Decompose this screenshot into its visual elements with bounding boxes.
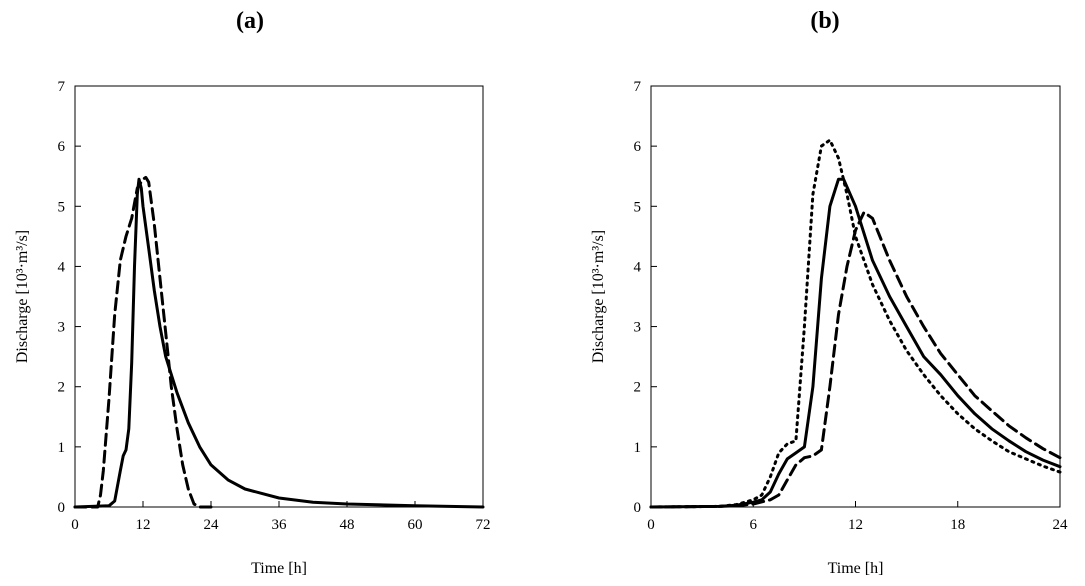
x-tick-label-a: 24 [204, 517, 220, 533]
y-tick-label-b: 3 [634, 320, 642, 336]
y-axis-label-b: Discharge [10³·m³/s] [590, 230, 607, 363]
y-tick-label-b: 6 [634, 139, 642, 155]
x-tick-label-a: 0 [71, 517, 79, 533]
series-solid-a [73, 177, 485, 509]
panel-b-title: (b) [810, 8, 840, 34]
plot-frame-a [74, 85, 484, 508]
x-tick-label-a: 60 [408, 517, 423, 533]
x-tick-label-b: 6 [750, 517, 758, 533]
y-tick-label-a: 0 [58, 500, 66, 516]
x-axis-label-b: Time [h] [828, 560, 884, 577]
y-axis-label-a: Discharge [10³·m³/s] [14, 230, 31, 363]
y-tick-label-a: 4 [58, 259, 66, 275]
x-tick-label-b: 18 [950, 517, 965, 533]
series-dashed-a [73, 175, 213, 509]
y-tick-label-b: 1 [634, 440, 642, 456]
y-tick-label-b: 0 [634, 500, 642, 516]
y-tick-label-b: 5 [634, 199, 642, 215]
series-solid-b [649, 177, 1062, 509]
x-tick-label-b: 24 [1053, 517, 1069, 533]
x-axis-label-a: Time [h] [251, 560, 307, 577]
x-tick-label-a: 72 [476, 517, 491, 533]
y-tick-label-a: 5 [58, 199, 66, 215]
y-tick-label-a: 6 [58, 139, 66, 155]
y-tick-label-b: 2 [634, 380, 642, 396]
x-tick-label-a: 12 [136, 517, 151, 533]
series-dashed-b [649, 210, 1062, 509]
y-tick-label-b: 7 [634, 79, 642, 95]
y-tick-label-a: 1 [58, 440, 66, 456]
x-tick-label-b: 12 [848, 517, 863, 533]
y-tick-label-b: 4 [634, 259, 642, 275]
x-tick-label-b: 0 [647, 517, 655, 533]
series-dotted-b [649, 138, 1062, 509]
plot-frame-b [650, 85, 1061, 508]
y-tick-label-a: 7 [58, 79, 66, 95]
panel-a-title: (a) [236, 8, 264, 34]
x-tick-label-a: 48 [340, 517, 355, 533]
y-tick-label-a: 3 [58, 320, 66, 336]
y-tick-label-a: 2 [58, 380, 66, 396]
x-tick-label-a: 36 [272, 517, 288, 533]
